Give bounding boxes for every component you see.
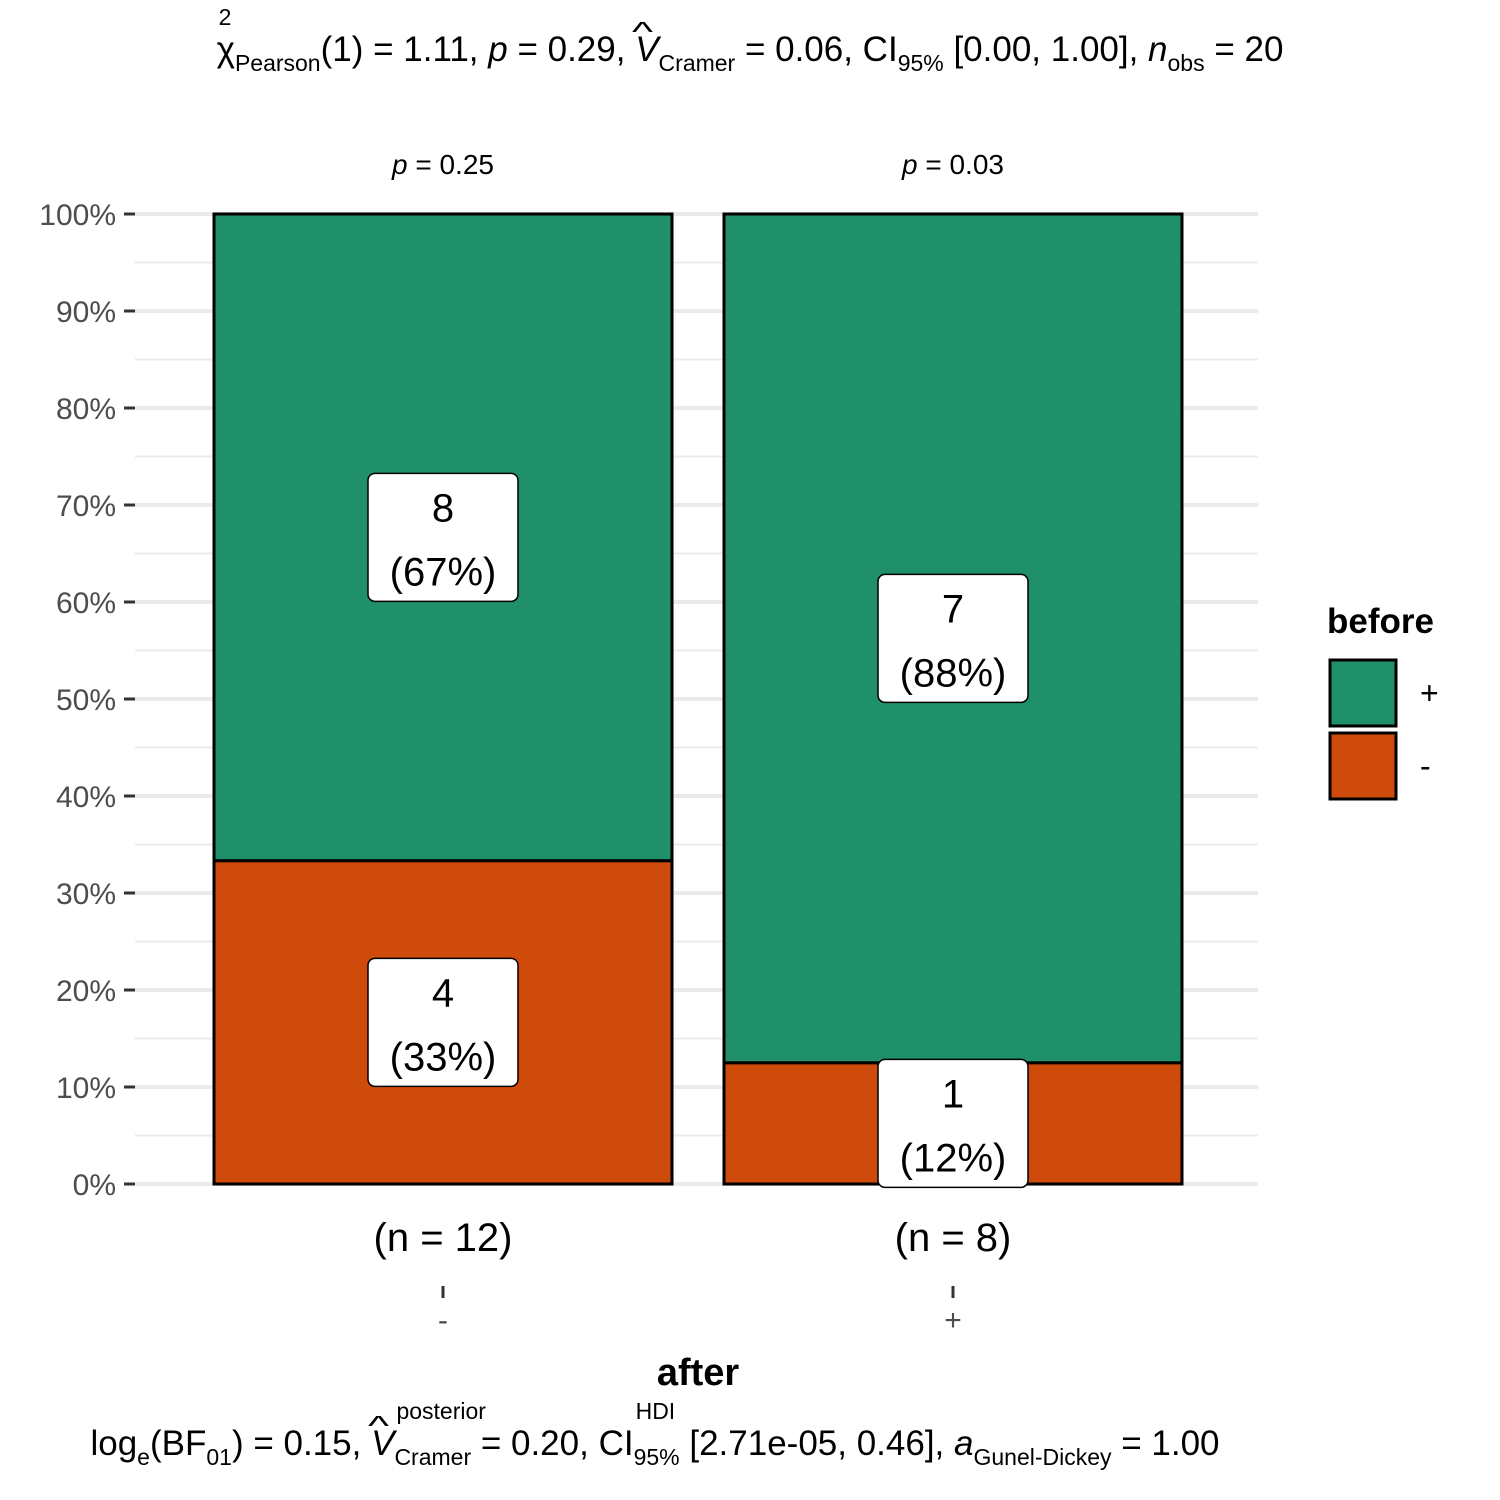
data-label-box xyxy=(367,472,519,603)
v-sub: Cramer xyxy=(394,1444,472,1470)
x-axis-title: after xyxy=(657,1352,740,1394)
v-posterior-value: = 0.20, CI xyxy=(471,1424,634,1463)
data-label-count: 1 xyxy=(942,1072,964,1116)
data-label-count: 8 xyxy=(432,486,454,530)
chi-sub: Pearson xyxy=(234,50,321,76)
legend-title: before xyxy=(1327,602,1434,641)
y-tick-label: 80% xyxy=(56,393,116,426)
p-label: p xyxy=(488,30,508,69)
y-tick-label: 10% xyxy=(56,1072,116,1105)
data-label-box xyxy=(367,957,519,1088)
n-sub: obs xyxy=(1167,50,1205,76)
log-sub: e xyxy=(137,1444,150,1470)
data-label-count: 7 xyxy=(942,587,964,631)
y-tick-label: 0% xyxy=(73,1169,116,1202)
v-sup: posterior xyxy=(396,1398,486,1424)
data-label-count: 4 xyxy=(432,971,454,1015)
bf-value: ) = 0.15, xyxy=(231,1424,372,1463)
n-value: = 20 xyxy=(1204,30,1284,69)
a-sub: Gunel-Dickey xyxy=(973,1444,1112,1470)
data-label-box xyxy=(877,1058,1029,1189)
p-value: = 0.29, xyxy=(507,30,636,69)
group-p-value: p = 0.25 xyxy=(391,149,494,180)
chi-sup: 2 xyxy=(218,4,232,30)
ci-sub: 95% xyxy=(633,1444,680,1470)
x-tick-label: - xyxy=(438,1304,448,1337)
data-labels: 4 (33%) 8 (67%) p = 0.25 1 (12%) 7 (88%) p = 0.03 xyxy=(367,149,1029,1189)
legend-swatch xyxy=(1328,658,1398,728)
data-label-percent: (12%) xyxy=(900,1136,1007,1180)
ci-value: [0.00, 1.00], xyxy=(943,30,1149,69)
x-tick-label: + xyxy=(944,1304,962,1337)
legend-label: - xyxy=(1420,748,1431,784)
axes: 0% 10% 20% 30% 40% 50% 60% 70% 80% 90% 100% (n = 12… xyxy=(39,199,1011,1394)
bf-label: (BF xyxy=(149,1424,207,1463)
y-tick-label: 50% xyxy=(56,684,116,717)
v-value: = 0.06, CI xyxy=(735,30,898,69)
y-tick-label: 70% xyxy=(56,490,116,523)
ci-value: [2.71e-05, 0.46], xyxy=(679,1424,954,1463)
y-tick-label: 90% xyxy=(56,296,116,329)
y-tick-label: 60% xyxy=(56,587,116,620)
data-label-percent: (88%) xyxy=(900,651,1007,695)
ci-sup: HDI xyxy=(635,1398,676,1424)
a-value: = 1.00 xyxy=(1111,1424,1220,1463)
legend-label: + xyxy=(1420,675,1439,711)
y-tick-label: 20% xyxy=(56,975,116,1008)
v-symbol: ^ V xyxy=(632,16,659,69)
chi-symbol: χ xyxy=(216,30,235,69)
v-sub: Cramer xyxy=(658,50,736,76)
data-label-percent: (33%) xyxy=(390,1035,497,1079)
ci-sub: 95% xyxy=(897,50,944,76)
y-tick-label: 100% xyxy=(39,199,116,232)
chart-subtitle: 2 χPearson(1) = 1.11, p = 0.29, ^ VCramer … xyxy=(0,6,1500,75)
bf-sub: 01 xyxy=(206,1444,232,1470)
v-posterior-symbol: ^ V xyxy=(368,1410,395,1463)
y-tick-label: 30% xyxy=(56,878,116,911)
legend-swatch xyxy=(1328,731,1398,801)
category-count-label: (n = 8) xyxy=(895,1216,1012,1260)
data-label-box xyxy=(877,573,1029,704)
n-label: n xyxy=(1148,30,1168,69)
group-p-value: p = 0.03 xyxy=(901,149,1004,180)
log-label: log xyxy=(90,1424,138,1463)
y-tick-label: 40% xyxy=(56,781,116,814)
a-label: a xyxy=(954,1424,974,1463)
legend: before + - xyxy=(1327,602,1439,801)
chi-df: (1) = 1.11, xyxy=(320,30,489,69)
data-label-percent: (67%) xyxy=(390,550,497,594)
category-count-label: (n = 12) xyxy=(374,1216,513,1260)
